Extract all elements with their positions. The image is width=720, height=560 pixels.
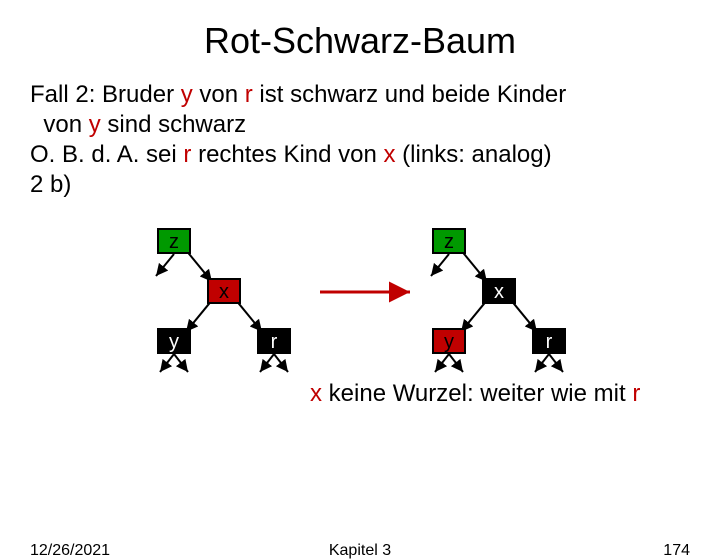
tree-node-x: x [482, 278, 516, 304]
footer-chapter: Kapitel 3 [0, 542, 720, 560]
desc-y2: y [89, 111, 101, 138]
caption-r: r [632, 380, 640, 407]
desc-line4: 2 b) [30, 171, 71, 198]
tree-diagram: x keine Wurzel: weiter wie mit r zxyrzxy… [0, 210, 720, 410]
desc-line3-suffix: (links: analog) [396, 141, 552, 168]
footer-page: 174 [663, 542, 690, 560]
caption-mid: keine Wurzel: weiter wie mit [322, 380, 632, 407]
tree-node-r: r [532, 328, 566, 354]
desc-line1-suffix: ist schwarz und beide Kinder [253, 81, 567, 108]
diagram-caption: x keine Wurzel: weiter wie mit r [310, 380, 640, 408]
desc-x: x [384, 141, 396, 168]
tree-node-z: z [432, 228, 466, 254]
desc-line1-prefix: Fall 2: Bruder [30, 81, 181, 108]
desc-line3-prefix: O. B. d. A. sei [30, 141, 183, 168]
description: Fall 2: Bruder y von r ist schwarz und b… [30, 80, 690, 200]
desc-line2-suffix: sind schwarz [101, 111, 246, 138]
page-title: Rot-Schwarz-Baum [0, 20, 720, 62]
desc-r: r [245, 81, 253, 108]
desc-y: y [181, 81, 193, 108]
desc-line3-mid: rechtes Kind von [191, 141, 383, 168]
tree-node-r: r [257, 328, 291, 354]
tree-node-x: x [207, 278, 241, 304]
desc-line1-mid: von [193, 81, 245, 108]
desc-line2-prefix: von [43, 111, 88, 138]
caption-x: x [310, 380, 322, 407]
tree-node-z: z [157, 228, 191, 254]
tree-node-y: y [157, 328, 191, 354]
tree-node-y: y [432, 328, 466, 354]
